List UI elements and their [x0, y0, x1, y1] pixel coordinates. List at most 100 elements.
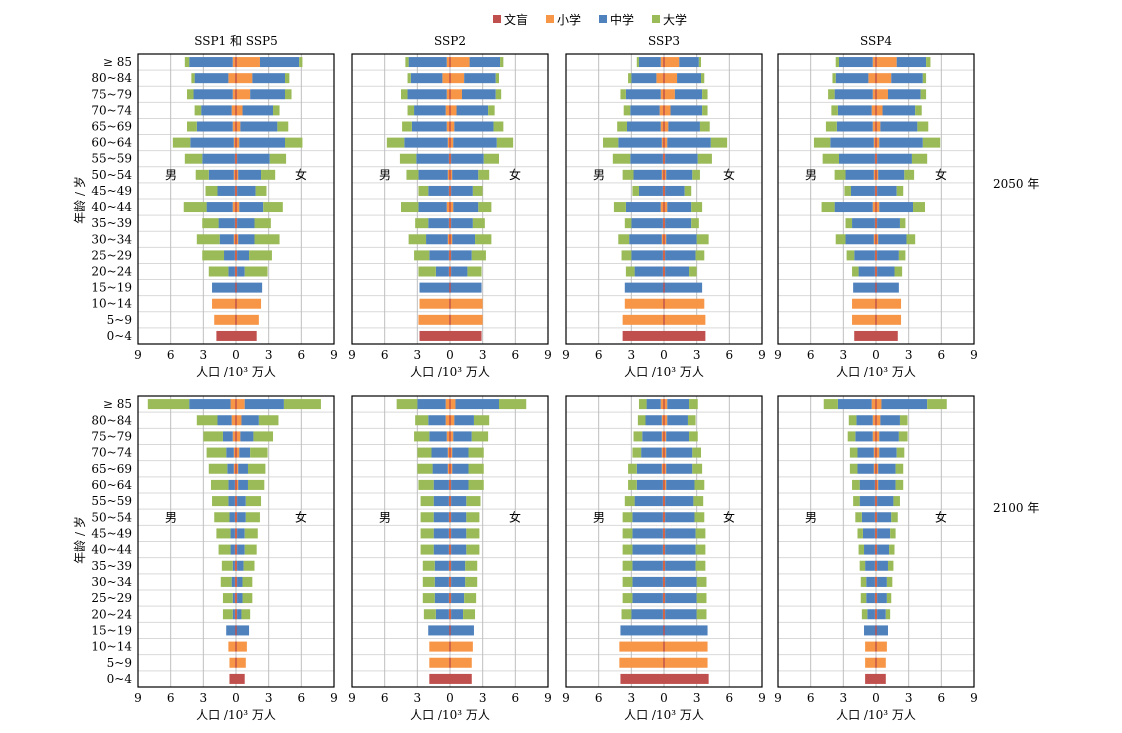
- bar-male-75~79-中学: [429, 431, 447, 442]
- bar-female-70~74-小学: [664, 447, 667, 458]
- bar-female-5~9-小学: [876, 314, 902, 325]
- bar-female-35~39-大学: [899, 218, 906, 229]
- panel-title: SSP2: [434, 34, 466, 48]
- bar-male-25~29-中学: [866, 593, 875, 604]
- bar-female-55~59-中学: [237, 496, 246, 507]
- bar-female-45~49-大学: [896, 185, 904, 196]
- bar-female-80~84-大学: [899, 415, 908, 426]
- bar-female-40~44-中学: [879, 202, 914, 213]
- bar-male-5~9-小学: [214, 314, 236, 325]
- bar-male-60~64-大学: [813, 137, 831, 148]
- x-axis-label: 人口 /10³ 万人: [836, 365, 916, 379]
- bar-female-45~49-中学: [877, 185, 897, 196]
- bar-male-55~59-大学: [612, 153, 631, 164]
- x-tick-label: 6: [595, 691, 603, 705]
- bar-female-80~84-小学: [450, 73, 465, 84]
- age-label: 5~9: [107, 313, 132, 327]
- x-tick-label: 9: [348, 691, 356, 705]
- bar-male-25~29-大学: [222, 593, 233, 604]
- bar-female-75~79-中学: [461, 89, 496, 100]
- bar-male-60~64-中学: [636, 479, 663, 490]
- age-label: 40~44: [91, 200, 132, 214]
- age-label: 10~14: [91, 640, 132, 654]
- bar-female-20~24-中学: [877, 266, 895, 277]
- bar-male-≥ 85-中学: [837, 399, 872, 410]
- bar-male-20~24-中学: [634, 266, 663, 277]
- x-tick-label: 3: [840, 691, 848, 705]
- bar-female-10~14-小学: [450, 298, 483, 309]
- bar-male-80~84-小学: [442, 73, 450, 84]
- bar-male-75~79-小学: [446, 431, 450, 442]
- bar-female-45~49-中学: [237, 185, 256, 196]
- bar-female-80~84-中学: [241, 415, 259, 426]
- bar-male-65~69-小学: [660, 121, 664, 132]
- bar-male-65~69-中学: [626, 121, 661, 132]
- bar-male-≥ 85-小学: [232, 57, 236, 68]
- bar-female-65~69-小学: [664, 463, 667, 474]
- bar-female-20~24-中学: [451, 266, 468, 277]
- x-tick-label: 9: [758, 691, 766, 705]
- bar-female-80~84-中学: [454, 415, 474, 426]
- bar-female-≥ 85-小学: [450, 57, 470, 68]
- bar-male-25~29-大学: [622, 593, 633, 604]
- legend-swatch-primary: [546, 15, 554, 23]
- bar-male-65~69-小学: [873, 463, 876, 474]
- bar-male-30~34-小学: [233, 234, 236, 245]
- bar-female-45~49-大学: [890, 528, 896, 539]
- x-tick-label: 3: [414, 348, 422, 362]
- bar-male-50~54-中学: [208, 169, 234, 180]
- bar-female-70~74-中学: [239, 447, 251, 458]
- panel-frame: [565, 53, 763, 345]
- bar-female-30~34-中学: [877, 576, 887, 587]
- bar-female-45~49-中学: [451, 528, 467, 539]
- bar-male-50~54-中学: [633, 169, 662, 180]
- bar-female-40~44-大学: [244, 544, 257, 555]
- bar-male-0~4-文盲: [429, 673, 450, 684]
- bar-male-45~49-中学: [638, 185, 663, 196]
- bar-female-45~49-大学: [472, 185, 483, 196]
- male-label: 男: [805, 168, 817, 182]
- bar-male-60~64-大学: [852, 479, 860, 490]
- bar-male-70~74-大学: [206, 447, 227, 458]
- x-tick-label: 6: [512, 691, 520, 705]
- bar-female-80~84-小学: [664, 415, 668, 426]
- bar-male-60~64-大学: [172, 137, 191, 148]
- bar-female-20~24-大学: [696, 609, 707, 620]
- bar-female-35~39-中学: [451, 218, 473, 229]
- bar-female-0~4-文盲: [876, 673, 886, 684]
- x-tick-label: 3: [693, 348, 701, 362]
- bar-female-30~34-中学: [238, 234, 255, 245]
- bar-male-80~84-中学: [631, 73, 657, 84]
- bar-male-70~74-中学: [431, 447, 448, 458]
- age-label: 75~79: [91, 87, 132, 101]
- bar-male-55~59-中学: [433, 496, 449, 507]
- bar-male-75~79-大学: [633, 431, 643, 442]
- bar-female-65~69-中学: [668, 121, 700, 132]
- bar-male-35~39-中学: [428, 218, 449, 229]
- bar-male-65~69-中学: [196, 121, 233, 132]
- x-tick-label: 0: [446, 348, 454, 362]
- bar-male-5~9-小学: [429, 657, 450, 668]
- x-axis-label: 人口 /10³ 万人: [410, 365, 490, 379]
- bar-male-70~74-小学: [231, 105, 236, 116]
- bar-male-70~74-中学: [630, 105, 660, 116]
- bar-female-60~64-大学: [710, 137, 728, 148]
- x-tick-label: 6: [807, 348, 815, 362]
- bar-female-≥ 85-中学: [667, 399, 690, 410]
- bar-female-≥ 85-中学: [679, 57, 699, 68]
- bar-female-75~79-小学: [664, 431, 667, 442]
- bar-male-50~54-小学: [233, 169, 236, 180]
- bar-male-80~84-小学: [872, 415, 876, 426]
- bar-male-25~29-大学: [414, 250, 430, 261]
- x-tick-label: 9: [970, 691, 978, 705]
- bar-male-65~69-小学: [872, 121, 876, 132]
- bar-female-15~19-中学: [664, 282, 703, 293]
- bar-male-80~84-大学: [628, 73, 632, 84]
- bar-female-5~9-小学: [450, 314, 483, 325]
- bar-female-70~74-中学: [670, 105, 703, 116]
- bar-female-30~34-中学: [451, 576, 466, 587]
- bar-female-45~49-中学: [665, 185, 685, 196]
- bar-female-30~34-中学: [452, 234, 476, 245]
- bar-male-15~19-中学: [226, 625, 236, 636]
- bar-female-30~34-小学: [450, 234, 453, 245]
